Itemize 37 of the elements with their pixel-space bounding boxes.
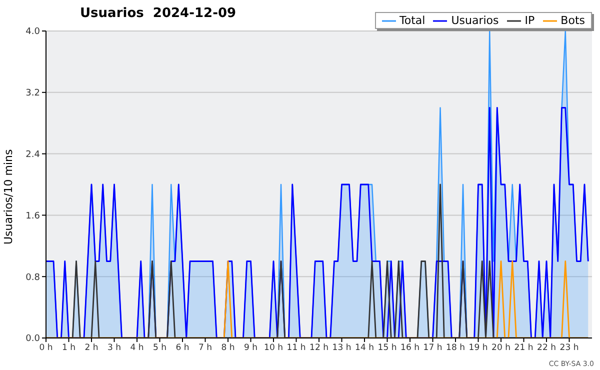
x-tick-label: 20 h: [492, 343, 510, 354]
x-tick-label: 14 h: [355, 343, 374, 354]
x-tick-label: 15 h: [378, 343, 397, 354]
y-tick-label: 0.8: [26, 272, 40, 283]
x-tick-label: 1 h: [62, 343, 76, 354]
x-tick-label: 23 h: [560, 343, 579, 354]
line-series: [46, 107, 589, 338]
x-tick-label: 18 h: [446, 343, 465, 354]
y-axis-title: Usuarios/10 mins: [2, 149, 15, 244]
legend-label: IP: [524, 14, 535, 27]
x-tick-label: 0 h: [39, 343, 53, 354]
x-tick-label: 7 h: [198, 343, 212, 354]
x-tick-label: 16 h: [400, 343, 420, 354]
y-tick-label: 2.4: [26, 150, 40, 160]
chart-title: Usuarios 2024-12-09: [80, 6, 236, 21]
x-tick-label: 11 h: [286, 343, 306, 354]
y-tick-label: 3.2: [26, 88, 40, 99]
x-tick-label: 21 h: [514, 343, 534, 354]
x-tick-label: 6 h: [176, 343, 190, 354]
x-tick-label: 2 h: [84, 343, 98, 354]
x-tick-label: 22 h: [537, 343, 556, 354]
x-tick-label: 4 h: [130, 343, 144, 354]
x-tick-label: 19 h: [468, 343, 488, 354]
x-tick-label: 17 h: [423, 343, 442, 354]
x-tick-label: 8 h: [221, 343, 235, 354]
y-tick-label: 0.0: [26, 334, 40, 344]
legend-label: Total: [400, 14, 426, 27]
x-tick-label: 9 h: [244, 343, 258, 354]
x-tick-label: 10 h: [264, 343, 283, 354]
y-tick-label: 4.0: [26, 27, 40, 38]
legend-label: Usuarios: [451, 14, 499, 27]
x-tick-label: 3 h: [108, 343, 121, 354]
x-tick-label: 5 h: [153, 343, 166, 354]
x-tick-label: 13 h: [332, 343, 352, 354]
legend-label: Bots: [560, 14, 585, 27]
y-tick-label: 1.6: [26, 211, 40, 222]
x-tick-label: 12 h: [310, 343, 328, 354]
